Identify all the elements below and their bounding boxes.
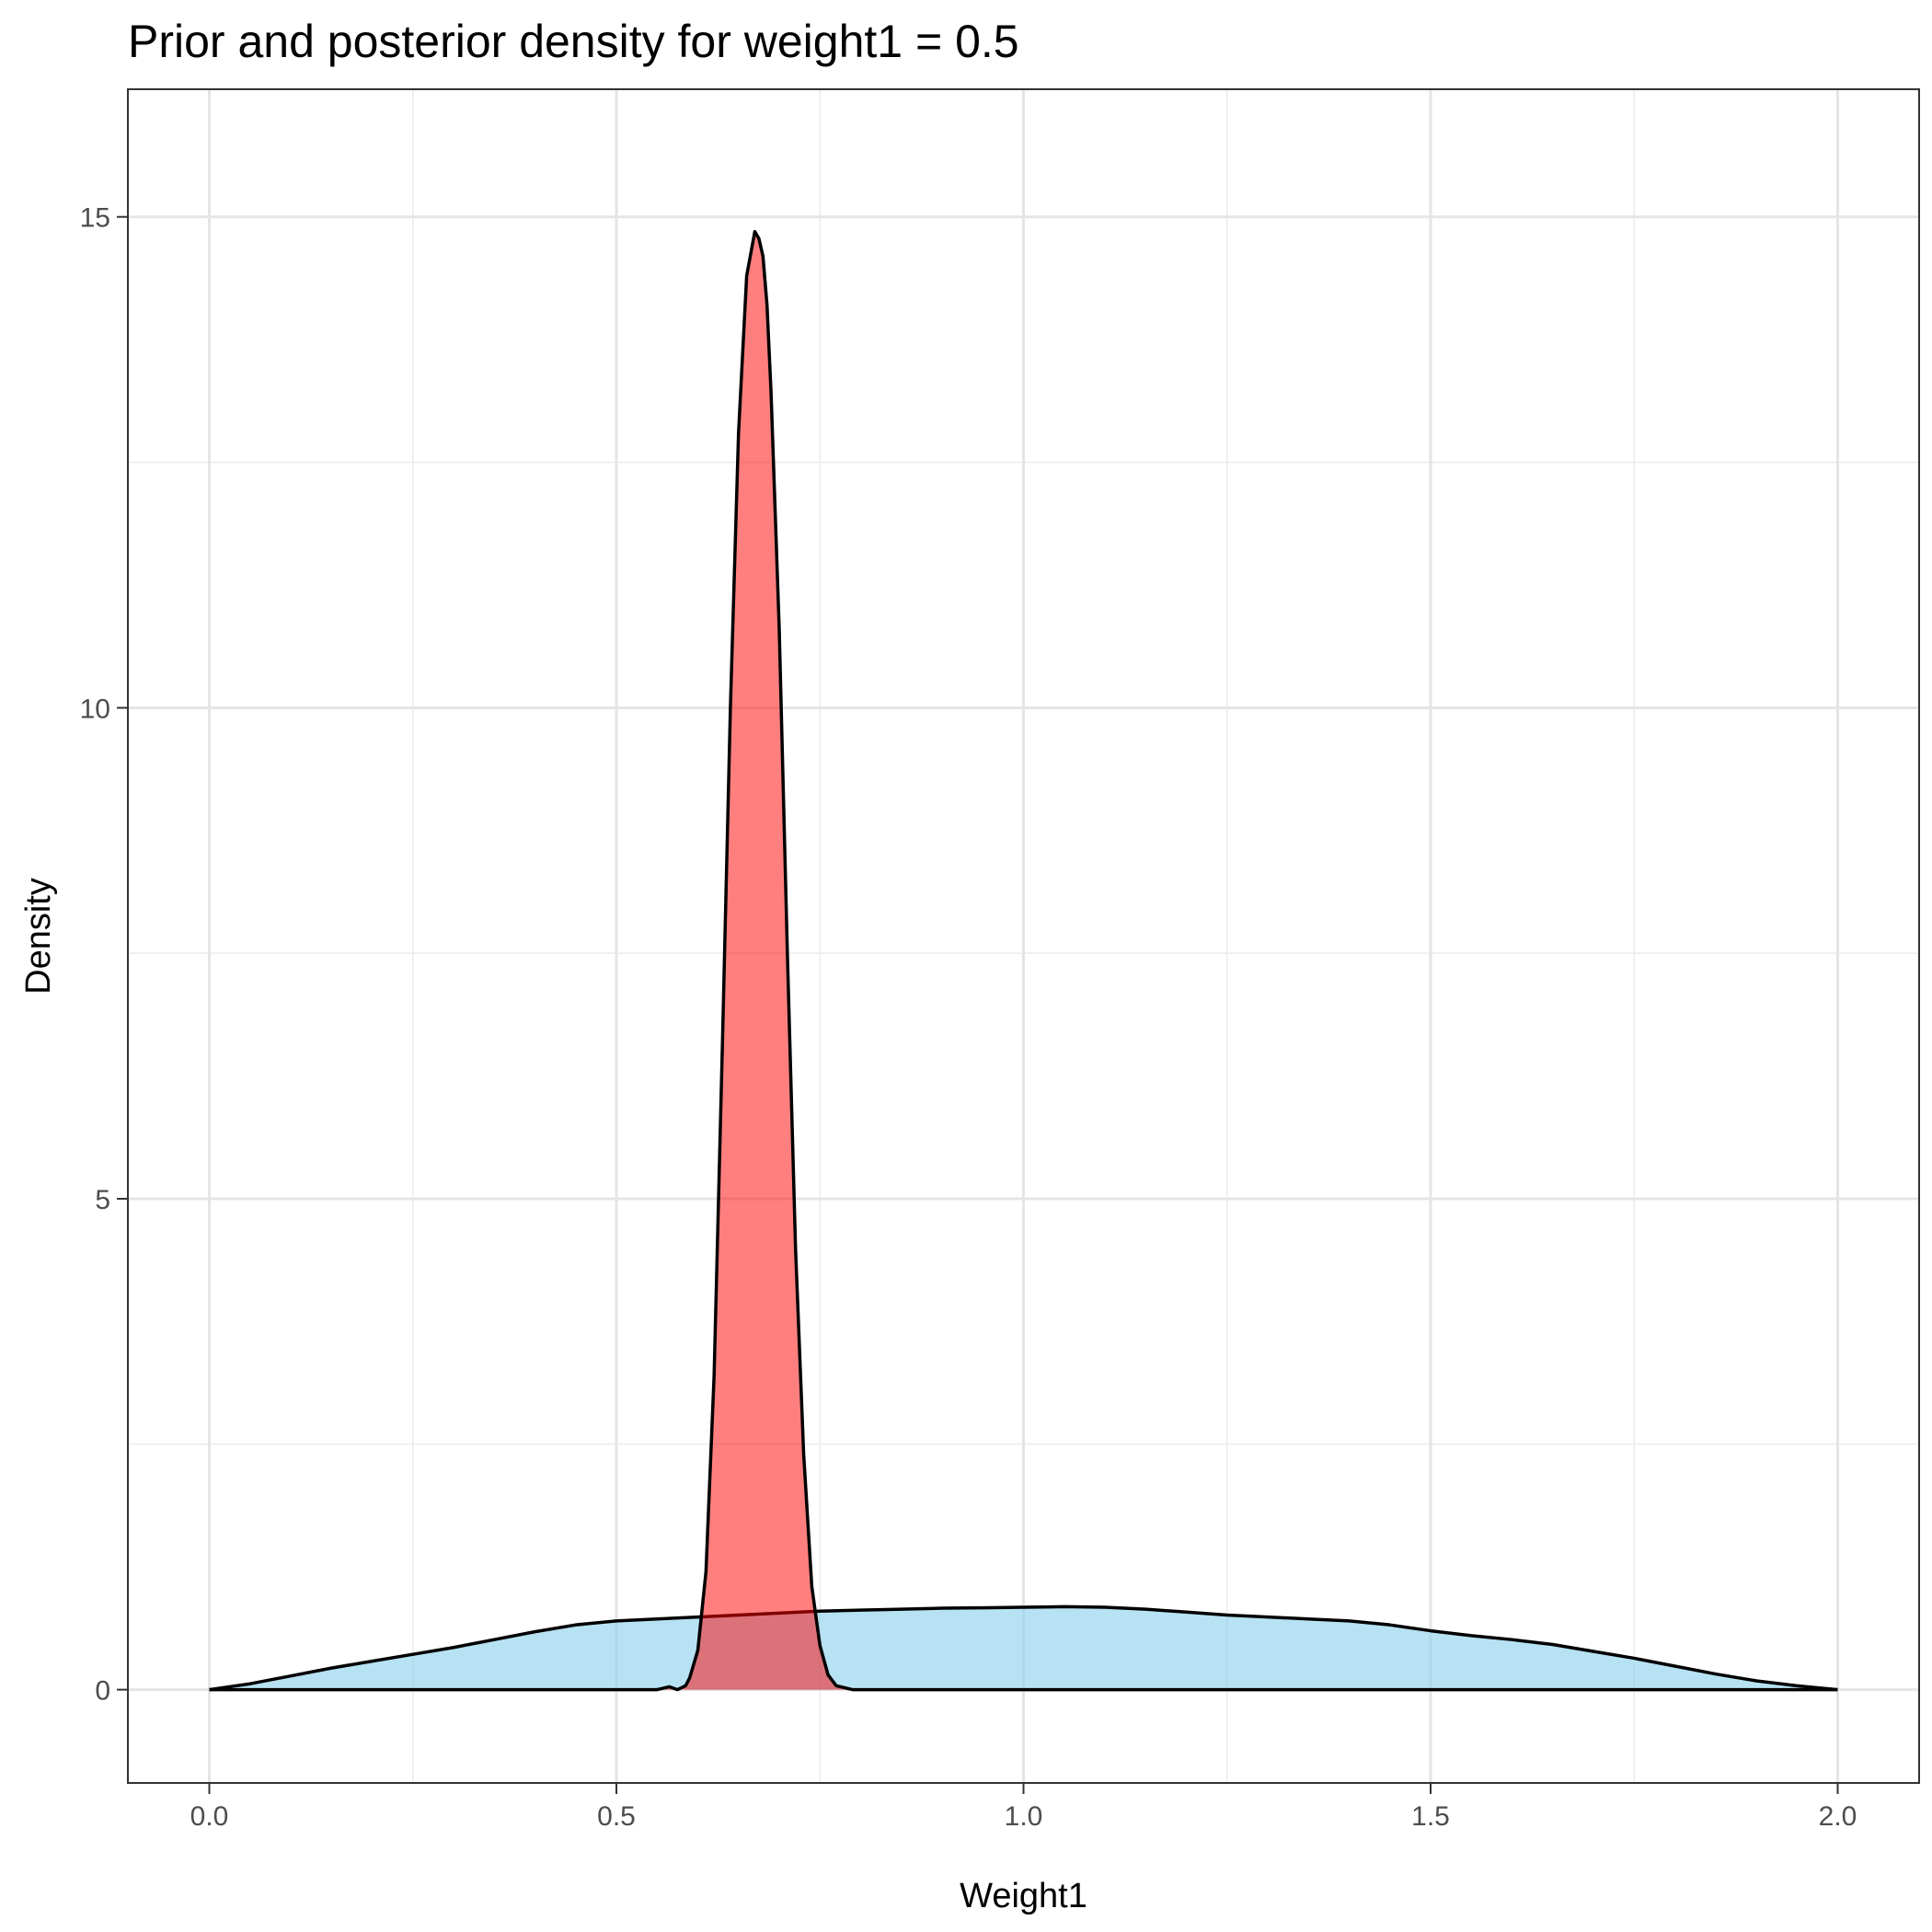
chart-title: Prior and posterior density for weight1 …	[128, 16, 1019, 67]
x-axis: 0.0 0.5 1.0 1.5 2.0	[190, 1783, 1857, 1832]
x-tick-label: 0.0	[190, 1801, 229, 1832]
y-tick-label: 15	[80, 203, 110, 234]
y-axis: 0 5 10 15	[80, 203, 128, 1707]
prior-density-area	[209, 1606, 1838, 1690]
posterior-density-line	[209, 230, 1838, 1692]
x-tick-label: 0.5	[597, 1801, 636, 1832]
x-tick-label: 2.0	[1819, 1801, 1857, 1832]
grid-major	[128, 89, 1919, 1783]
x-tick-label: 1.5	[1411, 1801, 1450, 1832]
series-layer	[209, 230, 1838, 1692]
prior-density-line	[209, 1604, 1838, 1692]
y-tick-label: 0	[95, 1676, 110, 1707]
y-tick-label: 10	[80, 694, 110, 724]
x-axis-title: Weight1	[960, 1877, 1087, 1915]
y-axis-title: Density	[19, 878, 58, 995]
x-tick-label: 1.0	[1005, 1801, 1043, 1832]
y-tick-label: 5	[95, 1185, 110, 1215]
